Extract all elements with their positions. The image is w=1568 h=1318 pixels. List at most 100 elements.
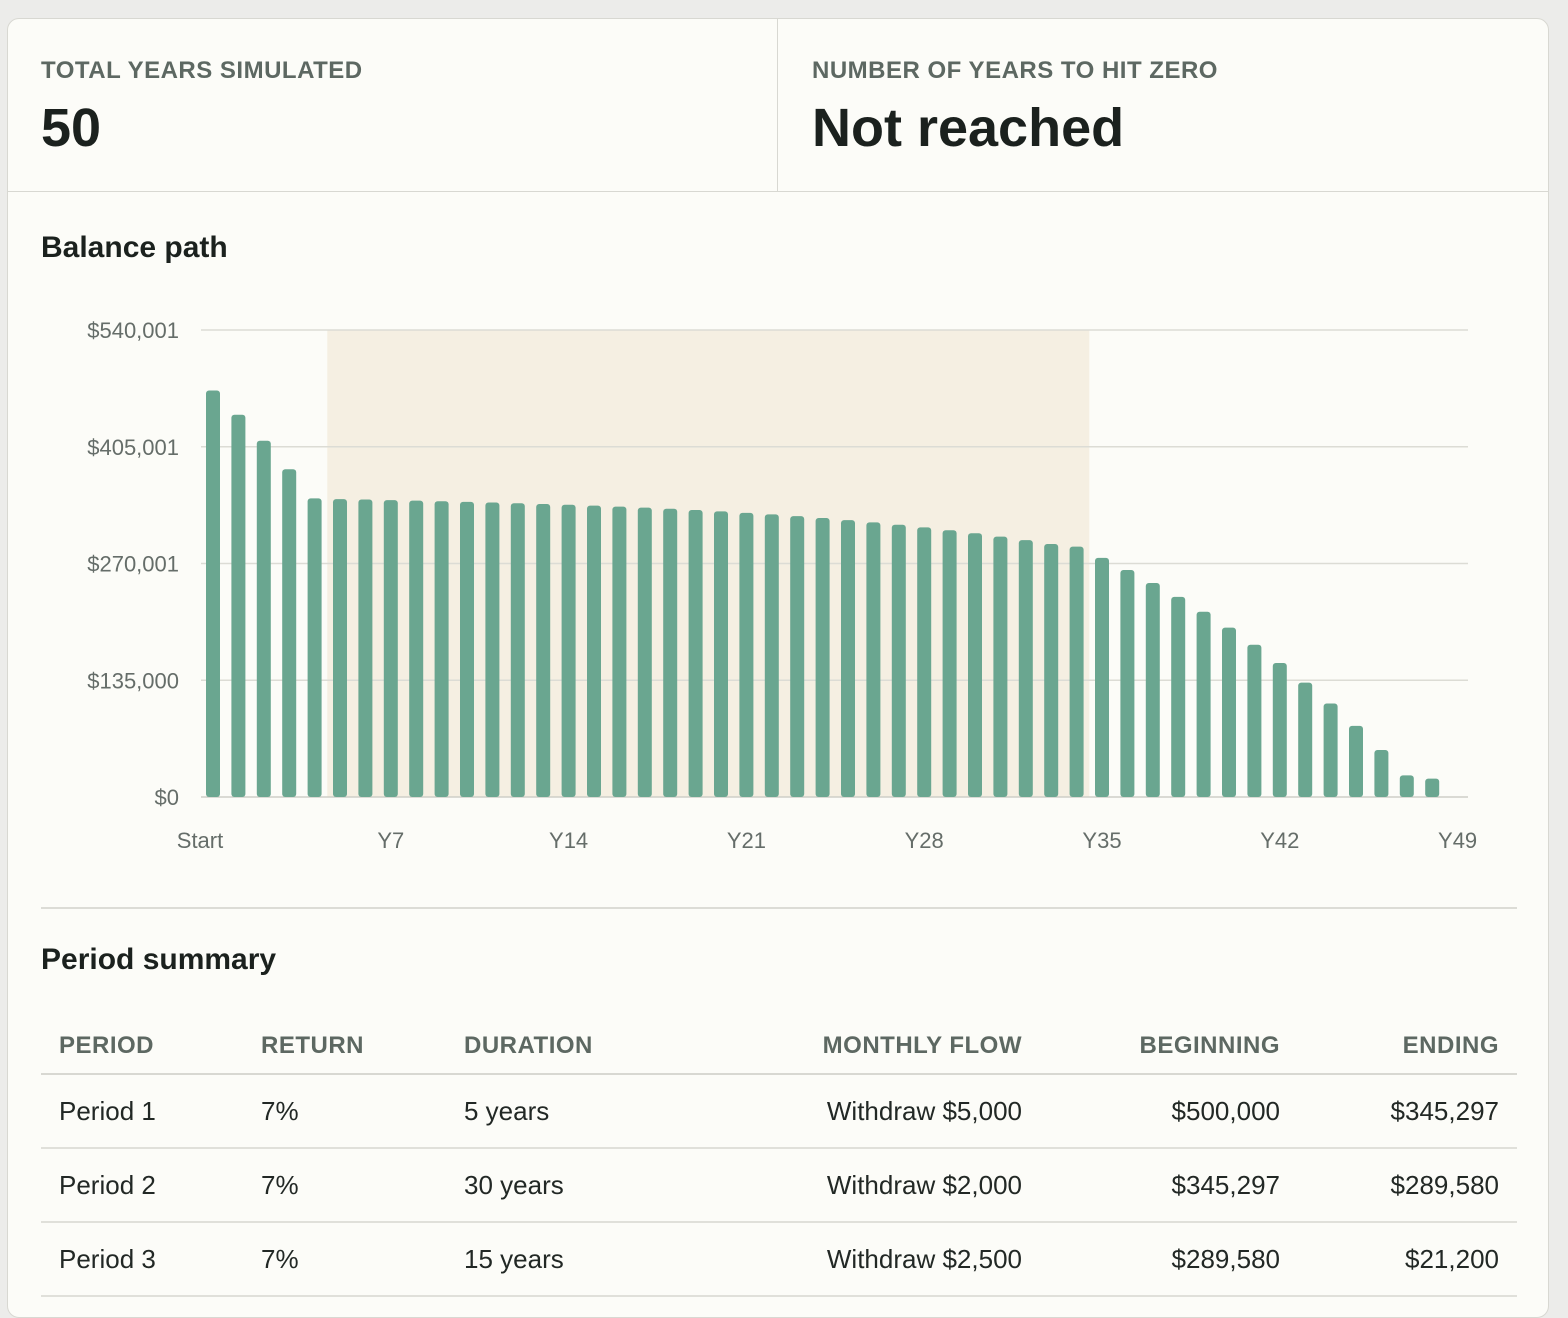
balance-bar (383, 500, 398, 797)
cell-period: Period 1 (41, 1074, 243, 1149)
balance-bar (1425, 778, 1440, 797)
balance-bar (282, 469, 297, 797)
balance-bar (485, 502, 500, 797)
balance-bar (536, 504, 551, 797)
balance-bar (663, 508, 678, 797)
cell-ending: $289,580 (1298, 1148, 1517, 1223)
balance-bar (1247, 644, 1262, 797)
cell-return: 7% (243, 1074, 446, 1149)
x-tick-label: Y14 (549, 828, 588, 853)
cell-period: Period 3 (41, 1222, 243, 1297)
cell-monthly-flow: Withdraw $5,000 (690, 1074, 1040, 1149)
balance-bar (561, 504, 576, 797)
balance-bar (1399, 775, 1414, 797)
balance-bar (891, 524, 906, 797)
balance-bar (1196, 611, 1211, 797)
balance-bar (1018, 540, 1033, 797)
col-header-return: RETURN (243, 1019, 446, 1075)
stat-total-years: TOTAL YEARS SIMULATED 50 (8, 19, 777, 191)
cell-duration: 15 years (446, 1222, 691, 1297)
x-tick-label: Y49 (1438, 828, 1477, 853)
balance-bar (688, 509, 703, 797)
col-header-ending: ENDING (1298, 1019, 1517, 1075)
balance-bar (1272, 663, 1287, 797)
stat-total-years-label: TOTAL YEARS SIMULATED (41, 57, 363, 84)
balance-bar (333, 499, 347, 797)
cell-period: Period 2 (41, 1148, 243, 1223)
balance-bar (1298, 682, 1313, 797)
table-row: Period 3 7% 15 years Withdraw $2,500 $28… (41, 1222, 1517, 1297)
y-tick-label: $0 (155, 785, 179, 810)
balance-bar (1044, 544, 1059, 797)
balance-bar (1145, 582, 1160, 797)
balance-bar (866, 522, 881, 797)
cell-monthly-flow: Withdraw $2,500 (690, 1222, 1040, 1297)
col-header-beginning: BEGINNING (1040, 1019, 1298, 1075)
col-header-duration: DURATION (446, 1019, 691, 1075)
table-row: Period 1 7% 5 years Withdraw $5,000 $500… (41, 1074, 1517, 1149)
balance-bar (206, 390, 220, 797)
balance-bar (231, 414, 246, 797)
balance-bar (612, 506, 627, 797)
col-header-period: PERIOD (41, 1019, 243, 1075)
balance-bar (1095, 557, 1109, 797)
balance-bar (942, 530, 957, 797)
y-tick-label: $540,001 (87, 318, 179, 343)
summary-title: Period summary (41, 943, 277, 976)
cell-beginning: $345,297 (1040, 1148, 1298, 1223)
balance-bar (917, 527, 932, 797)
balance-bar (714, 511, 728, 797)
balance-bar (1349, 725, 1363, 797)
cell-return: 7% (243, 1148, 446, 1223)
x-tick-label: Y28 (905, 828, 944, 853)
x-tick-label: Y7 (377, 828, 404, 853)
stats-row: TOTAL YEARS SIMULATED 50 NUMBER OF YEARS… (8, 19, 1548, 192)
balance-bar (358, 499, 373, 797)
cell-ending: $345,297 (1298, 1074, 1517, 1149)
cell-return: 7% (243, 1222, 446, 1297)
chart-title: Balance path (41, 231, 228, 264)
col-header-monthly-flow: MONTHLY FLOW (690, 1019, 1040, 1075)
balance-path-chart: $540,001 $405,001 $270,001 $135,000 $0 Start Y… (87, 318, 1477, 853)
x-tick-label: Y35 (1082, 828, 1121, 853)
balance-bar (256, 440, 271, 797)
x-tick-label: Start (177, 828, 223, 853)
balance-bar (790, 516, 805, 797)
balance-bar (1069, 546, 1084, 797)
balance-bar (1323, 703, 1338, 797)
balance-bar (739, 512, 754, 797)
cell-duration: 5 years (446, 1074, 691, 1149)
balance-bar (460, 501, 474, 797)
stat-years-to-zero-value: Not reached (812, 98, 1125, 158)
balance-bar (1222, 627, 1236, 797)
balance-bar (307, 498, 322, 797)
cell-beginning: $289,580 (1040, 1222, 1298, 1297)
balance-bar (587, 505, 601, 797)
results-card: TOTAL YEARS SIMULATED 50 NUMBER OF YEARS… (7, 18, 1549, 1318)
stat-years-to-zero-label: NUMBER OF YEARS TO HIT ZERO (812, 57, 1218, 84)
balance-bar (968, 533, 982, 797)
y-tick-label: $405,001 (87, 435, 179, 460)
stat-years-to-zero: NUMBER OF YEARS TO HIT ZERO Not reached (777, 19, 1548, 191)
cell-duration: 30 years (446, 1148, 691, 1223)
balance-bar (993, 536, 1008, 797)
y-tick-label: $135,000 (87, 668, 179, 693)
x-tick-label: Y21 (727, 828, 766, 853)
stat-total-years-value: 50 (41, 98, 102, 158)
period-summary-table: PERIOD RETURN DURATION MONTHLY FLOW BEGI… (41, 1019, 1517, 1297)
balance-bar (1171, 596, 1186, 797)
y-tick-label: $270,001 (87, 552, 179, 577)
section-divider (41, 907, 1517, 909)
balance-bar (1120, 569, 1135, 797)
cell-beginning: $500,000 (1040, 1074, 1298, 1149)
cell-monthly-flow: Withdraw $2,000 (690, 1148, 1040, 1223)
x-tick-label: Y42 (1260, 828, 1299, 853)
balance-bar (637, 507, 652, 797)
balance-bar (434, 501, 449, 797)
balance-bar (409, 500, 424, 797)
balance-bar (510, 503, 525, 797)
balance-bar (764, 514, 779, 797)
cell-ending: $21,200 (1298, 1222, 1517, 1297)
table-header-row: PERIOD RETURN DURATION MONTHLY FLOW BEGI… (41, 1019, 1517, 1075)
balance-bar (1374, 749, 1389, 797)
